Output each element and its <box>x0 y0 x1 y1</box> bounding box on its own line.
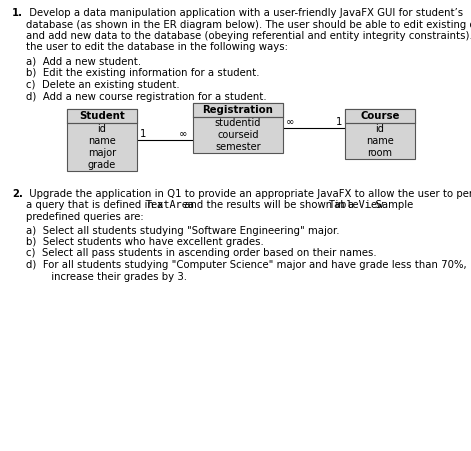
Text: and add new data to the database (obeying referential and entity integrity const: and add new data to the database (obeyin… <box>26 31 471 41</box>
Text: Upgrade the application in Q1 to provide an appropriate JavaFX to allow the user: Upgrade the application in Q1 to provide… <box>26 189 471 199</box>
Text: studentid: studentid <box>215 118 261 128</box>
Bar <box>67 109 137 123</box>
Text: a query that is defined in a: a query that is defined in a <box>26 201 166 211</box>
Text: 1.: 1. <box>12 8 23 18</box>
Text: TextArea: TextArea <box>146 201 195 211</box>
Text: . Sample: . Sample <box>369 201 414 211</box>
Text: ∞: ∞ <box>179 129 187 139</box>
Text: c)  Select all pass students in ascending order based on their names.: c) Select all pass students in ascending… <box>26 249 376 258</box>
Text: Develop a data manipulation application with a user-friendly JavaFX GUI for stud: Develop a data manipulation application … <box>26 8 463 18</box>
Text: Student: Student <box>79 111 125 121</box>
Text: id: id <box>97 124 106 134</box>
Text: d)  Add a new course registration for a student.: d) Add a new course registration for a s… <box>26 92 267 101</box>
Text: 1: 1 <box>336 117 342 127</box>
Bar <box>345 109 415 159</box>
Bar <box>193 103 283 153</box>
Text: id: id <box>375 124 384 134</box>
Text: Registration: Registration <box>203 105 274 115</box>
Text: TableView: TableView <box>329 201 384 211</box>
Text: a)  Add a new student.: a) Add a new student. <box>26 57 141 67</box>
Text: increase their grades by 3.: increase their grades by 3. <box>35 272 187 281</box>
Text: database (as shown in the ER diagram below). The user should be able to edit exi: database (as shown in the ER diagram bel… <box>26 19 471 29</box>
Text: major: major <box>88 148 116 158</box>
Text: and the results will be shown in a: and the results will be shown in a <box>181 201 357 211</box>
Bar <box>67 109 137 171</box>
Text: a)  Select all students studying "Software Engineering" major.: a) Select all students studying "Softwar… <box>26 226 340 235</box>
Text: predefined queries are:: predefined queries are: <box>26 212 144 222</box>
Text: b)  Select students who have excellent grades.: b) Select students who have excellent gr… <box>26 237 264 247</box>
Text: the user to edit the database in the following ways:: the user to edit the database in the fol… <box>26 42 288 52</box>
Text: b)  Edit the existing information for a student.: b) Edit the existing information for a s… <box>26 69 260 78</box>
Text: ∞: ∞ <box>286 117 294 127</box>
Text: c)  Delete an existing student.: c) Delete an existing student. <box>26 80 179 90</box>
Text: 1: 1 <box>140 129 146 139</box>
Text: name: name <box>88 136 116 146</box>
Text: courseid: courseid <box>217 130 259 140</box>
Bar <box>345 109 415 123</box>
Text: 2.: 2. <box>12 189 23 199</box>
Text: name: name <box>366 136 394 146</box>
Text: grade: grade <box>88 160 116 170</box>
Text: semester: semester <box>215 142 261 152</box>
Text: room: room <box>367 148 392 158</box>
Text: Course: Course <box>360 111 400 121</box>
Text: d)  For all students studying "Computer Science" major and have grade less than : d) For all students studying "Computer S… <box>26 260 467 270</box>
Bar <box>193 103 283 117</box>
